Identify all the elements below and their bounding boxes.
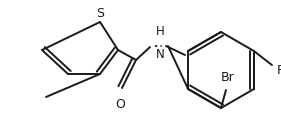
Text: H
N: H N <box>154 29 162 57</box>
Text: N: N <box>156 48 164 61</box>
Text: F: F <box>277 65 281 78</box>
Text: Br: Br <box>221 71 235 84</box>
Text: H: H <box>156 25 164 38</box>
Text: S: S <box>96 7 104 20</box>
Text: O: O <box>115 98 125 111</box>
